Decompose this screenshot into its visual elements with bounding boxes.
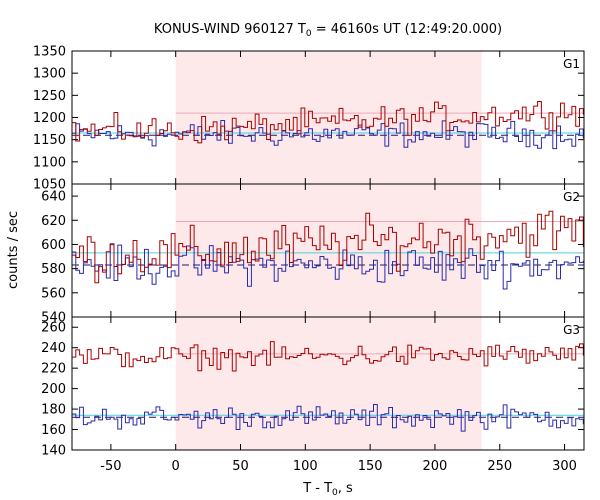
y-tick-label: 560 (41, 286, 66, 301)
y-tick-label: 580 (41, 262, 66, 277)
x-tick-label: 150 (358, 459, 383, 474)
y-tick-label: 200 (41, 382, 66, 397)
y-tick-label: 140 (41, 444, 66, 459)
y-tick-label: 640 (41, 190, 66, 205)
series-layer (72, 101, 584, 432)
x-tick-label: 50 (232, 459, 249, 474)
series-blue-G2 (72, 243, 584, 290)
y-tick-label: 1250 (33, 89, 66, 104)
x-tick-label: 0 (172, 459, 180, 474)
series-red-G1 (72, 101, 584, 144)
y-tick-label: 540 (41, 311, 66, 326)
x-tick-label: 200 (423, 459, 448, 474)
x-tick-label: 100 (293, 459, 318, 474)
y-tick-label: 600 (41, 238, 66, 253)
y-tick-label: 260 (41, 321, 66, 336)
x-tick-label: -50 (100, 459, 121, 474)
y-tick-label: 1100 (33, 155, 66, 170)
highlight-interval (175, 51, 482, 450)
text-layer: 1050 1100 1150 1200 1250 1300 1350 G1 540 560 580 6… (6, 22, 580, 498)
y-tick-label: 1050 (33, 178, 66, 193)
series-blue-G3 (72, 404, 584, 432)
y-tick-label: 160 (41, 423, 66, 438)
y-tick-label: 220 (41, 362, 66, 377)
y-tick-label: 620 (41, 214, 66, 229)
series-red-G3 (72, 341, 584, 372)
panel-frame-G3 (71, 316, 585, 451)
y-tick-label: 1300 (33, 67, 66, 82)
y-tick-label: 240 (41, 341, 66, 356)
panel-label-G2: G2 (563, 190, 580, 204)
chart-title: KONUS-WIND 960127 T0 = 46160s UT (12:49:… (154, 22, 502, 39)
highlight-layer (175, 51, 482, 450)
x-tick-label: 250 (487, 459, 512, 474)
y-axis-label: counts / sec (6, 211, 21, 289)
series-blue-G1 (72, 120, 584, 150)
series-red-G2 (72, 210, 584, 284)
panel-label-G1: G1 (563, 57, 580, 71)
ticks-layer (72, 50, 584, 451)
x-tick-label: 300 (552, 459, 577, 474)
panel-label-G3: G3 (563, 323, 580, 337)
y-tick-label: 1200 (33, 111, 66, 126)
y-tick-label: 180 (41, 403, 66, 418)
x-axis-label: T - T0, s (302, 481, 353, 498)
y-tick-label: 1150 (33, 133, 66, 148)
y-tick-label: 1350 (33, 45, 66, 60)
